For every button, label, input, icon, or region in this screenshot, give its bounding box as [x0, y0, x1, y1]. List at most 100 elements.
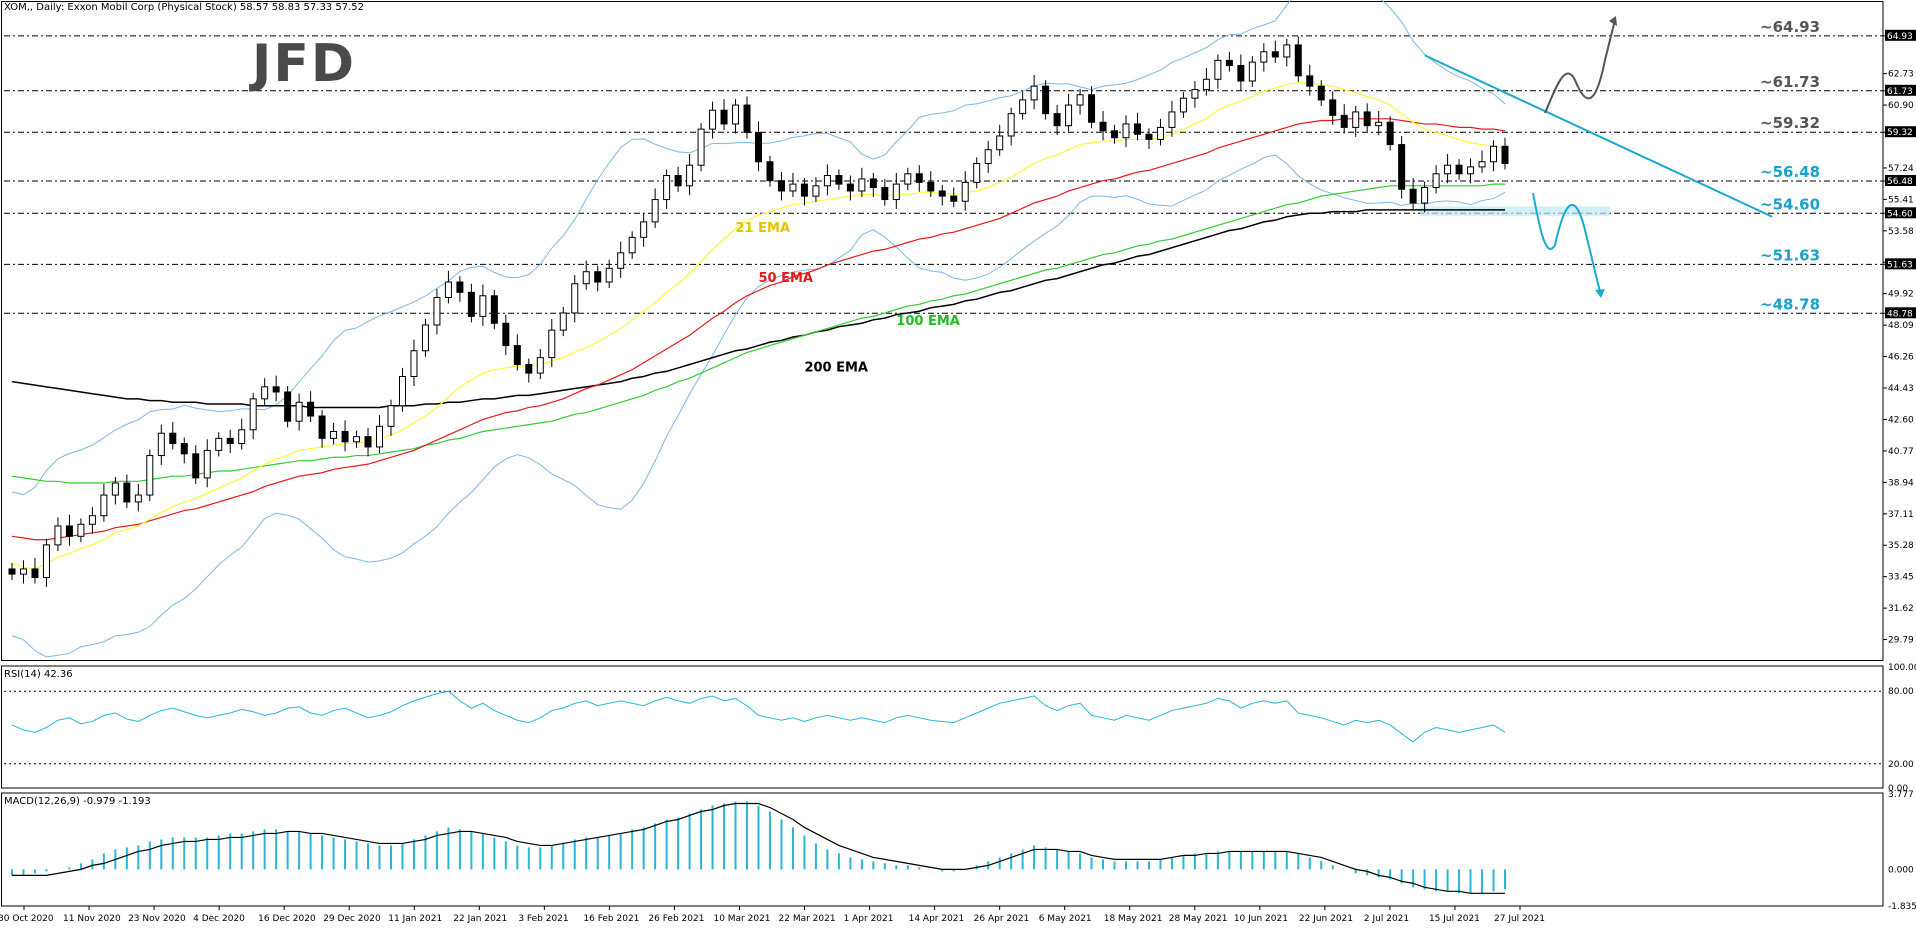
x-axis-tick-label: 2 Jul 2021: [1364, 914, 1409, 924]
candle-bullish: [42, 544, 50, 579]
candle-bullish: [54, 525, 62, 546]
candle-bearish: [169, 432, 177, 445]
candle-bearish: [1053, 113, 1061, 127]
candle-bearish: [192, 453, 200, 479]
macd-panel-frame: [1, 792, 1884, 907]
candle-bearish: [674, 175, 682, 187]
candle-bullish: [387, 405, 395, 427]
candle-bearish: [1042, 85, 1050, 115]
candle-bullish: [433, 296, 441, 326]
macd-axis-tick-label: -1.835: [1888, 902, 1916, 912]
candle-bullish: [984, 149, 992, 164]
price-axis-tick-label: 48.09: [1888, 321, 1914, 331]
candle-bullish: [789, 183, 797, 192]
candle-bearish: [307, 401, 315, 417]
ema-label: 21 EMA: [736, 221, 791, 236]
candle-bullish: [732, 104, 740, 125]
candle-bullish: [1179, 97, 1187, 113]
candle-bearish: [950, 195, 958, 202]
price-axis-tick-label: 35.28: [1888, 541, 1914, 551]
candle-bullish: [376, 425, 384, 448]
level-label: ~54.60: [1760, 195, 1820, 213]
candle-bearish: [180, 443, 188, 455]
candle-bearish: [502, 322, 510, 347]
price-axis-tick-label: 53.58: [1888, 227, 1914, 237]
level-price-tag-text: 56.48: [1887, 177, 1913, 187]
candle-bearish: [1133, 123, 1141, 135]
candle-bullish: [1214, 59, 1222, 80]
candle-bullish: [100, 494, 108, 517]
candle-bullish: [640, 221, 648, 238]
candle-bullish: [1007, 113, 1015, 137]
candle-bearish: [1099, 121, 1107, 132]
x-axis-tick-label: 15 Jul 2021: [1429, 914, 1480, 924]
candle-bearish: [65, 525, 73, 537]
price-axis-tick-label: 60.90: [1888, 101, 1914, 111]
bollinger-upper-band: [11, 0, 1506, 496]
level-label: ~64.93: [1760, 18, 1820, 36]
candle-bearish: [525, 363, 533, 374]
x-axis-tick-label: 10 Jun 2021: [1234, 914, 1288, 924]
candle-bullish: [697, 128, 705, 166]
candle-bearish: [1237, 65, 1245, 82]
bullish-arrow-head: [1609, 16, 1617, 26]
candle-bullish: [1260, 51, 1268, 63]
support-zone: [1420, 206, 1610, 216]
price-axis-tick-label: 62.73: [1888, 70, 1914, 80]
x-axis-tick-label: 6 May 2021: [1039, 914, 1092, 924]
ema-21-line: [11, 82, 1506, 570]
price-axis-tick-label: 44.43: [1888, 384, 1914, 394]
x-axis-tick-label: 27 Jul 2021: [1494, 914, 1545, 924]
x-axis-tick-label: 4 Dec 2020: [193, 914, 245, 924]
candle-bullish: [571, 283, 579, 314]
ema-50-line: [11, 118, 1506, 541]
candle-bullish: [111, 482, 119, 496]
price-axis-tick-label: 37.11: [1888, 510, 1914, 520]
bullish-scenario-arrow: [1544, 19, 1616, 114]
candle-bullish: [686, 164, 694, 187]
price-axis-tick-label: 49.92: [1888, 290, 1914, 300]
candle-bullish: [1156, 126, 1164, 140]
candle-bearish: [594, 271, 602, 283]
macd-signal-line: [12, 802, 1505, 894]
candle-bullish: [203, 449, 211, 479]
candle-bullish: [19, 568, 27, 575]
candle-bullish: [249, 398, 257, 431]
candle-bearish: [1294, 44, 1302, 77]
level-price-tag-text: 59.32: [1887, 128, 1913, 138]
x-axis-tick-label: 10 Mar 2021: [713, 914, 770, 924]
ema-label: 200 EMA: [804, 360, 868, 375]
candle-bullish: [892, 183, 900, 201]
price-axis-tick-label: 38.94: [1888, 478, 1914, 488]
rsi-label: RSI(14) 42.36: [4, 669, 73, 680]
candle-bearish: [846, 183, 854, 192]
x-axis-tick-label: 22 Jun 2021: [1299, 914, 1353, 924]
candle-bullish: [398, 376, 406, 407]
candle-bearish: [869, 178, 877, 189]
x-axis-tick-label: 23 Nov 2020: [128, 914, 186, 924]
price-panel-frame: [1, 1, 1884, 661]
x-axis-tick-label: 16 Feb 2021: [583, 914, 639, 924]
candle-bearish: [8, 568, 16, 575]
x-axis-tick-label: 1 Apr 2021: [844, 914, 894, 924]
candle-bullish: [628, 236, 636, 254]
price-axis-tick-label: 46.26: [1888, 353, 1914, 363]
price-axis-tick-label: 40.77: [1888, 447, 1914, 457]
candle-bullish: [261, 386, 269, 400]
candle-bearish: [1306, 75, 1314, 87]
x-axis-tick-label: 11 Nov 2020: [63, 914, 121, 924]
candle-bearish: [1225, 59, 1233, 67]
price-axis-tick-label: 31.62: [1888, 604, 1914, 614]
candle-bullish: [1467, 166, 1475, 175]
level-label: ~51.63: [1760, 246, 1820, 264]
candle-bullish: [1030, 85, 1038, 101]
candle-bullish: [1490, 145, 1498, 163]
price-axis-tick-label: 57.24: [1888, 164, 1914, 174]
candle-bearish: [800, 183, 808, 197]
candle-bearish: [226, 437, 234, 445]
macd-axis-tick-label: 0.000: [1888, 865, 1914, 875]
level-price-tag-text: 61.73: [1887, 87, 1913, 97]
level-price-tag-text: 51.63: [1887, 260, 1913, 270]
x-axis-tick-label: 28 May 2021: [1169, 914, 1228, 924]
